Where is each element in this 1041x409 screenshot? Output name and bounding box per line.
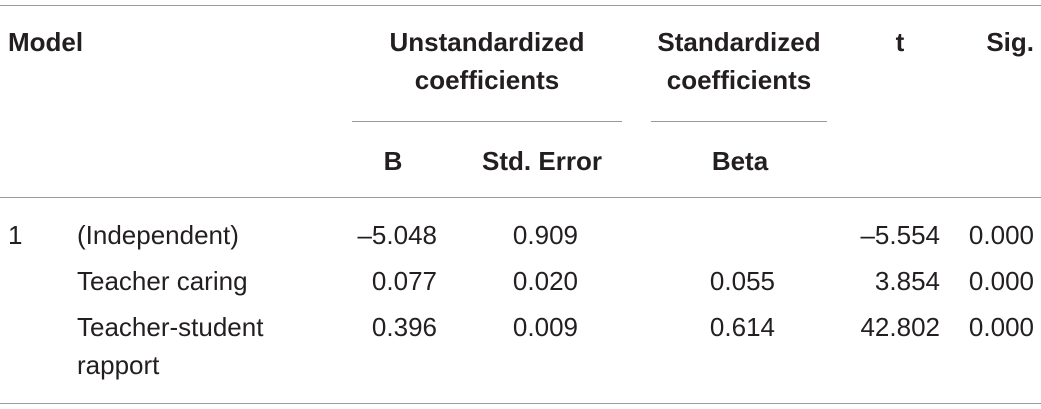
cell-std-error: 0.009 [512,312,578,342]
cell-t: 3.854 [874,266,940,296]
cell-beta: 0.055 [709,266,775,296]
cell-t: 42.802 [860,312,940,342]
cell-label: (Independent) [77,220,239,250]
header-sig: Sig. [986,27,1034,57]
bottom-rule [0,403,1041,404]
header-rule [0,197,1041,198]
cell-sig: 0.000 [968,220,1034,250]
cell-sig: 0.000 [968,312,1034,342]
cell-std-error: 0.020 [512,266,578,296]
cell-b: –5.048 [357,220,437,250]
header-t: t [895,27,905,57]
cell-b: 0.396 [371,312,437,342]
header-standardized: Standardized coefficients [657,27,821,95]
cell-label: Teacher caring [77,266,248,296]
header-std-error: Std. Error [482,146,602,176]
cell-model: 1 [8,220,23,250]
cell-b: 0.077 [371,266,437,296]
header-model: Model [8,27,84,57]
cell-t: –5.554 [860,220,940,250]
cell-label: Teacher-student rapport [77,312,264,380]
cell-beta: 0.614 [709,312,775,342]
top-rule [0,5,1041,6]
group-rule [651,121,827,122]
cell-sig: 0.000 [968,266,1034,296]
header-unstandardized: Unstandardized coefficients [389,27,585,95]
header-beta: Beta [711,146,769,176]
cell-std-error: 0.909 [512,220,578,250]
header-b: B [383,146,403,176]
group-rule [352,121,622,122]
